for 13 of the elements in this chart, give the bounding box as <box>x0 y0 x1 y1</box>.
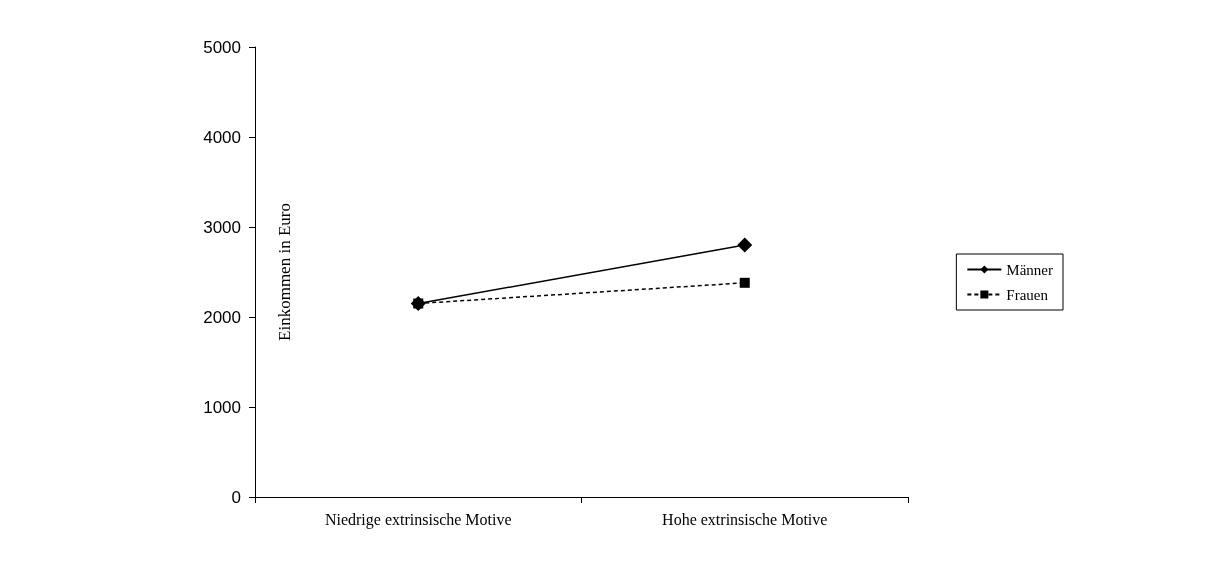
y-tick-label: 5000 <box>203 37 241 57</box>
y-tick-label: 2000 <box>203 307 241 327</box>
y-tick-label: 1000 <box>203 397 241 417</box>
x-tick-label: Niedrige extrinsische Motive <box>324 510 512 529</box>
y-axis-title: Einkommen in Euro <box>275 203 294 341</box>
point <box>739 277 750 288</box>
y-tick-label: 4000 <box>203 127 241 147</box>
y-tick-label: 0 <box>231 487 241 507</box>
legend-label: Frauen <box>1006 286 1049 303</box>
point <box>737 237 753 253</box>
legend-label: Männer <box>1006 261 1054 278</box>
x-tick-label: Hohe extrinsische Motive <box>662 510 828 528</box>
y-tick-label: 3000 <box>203 217 241 237</box>
